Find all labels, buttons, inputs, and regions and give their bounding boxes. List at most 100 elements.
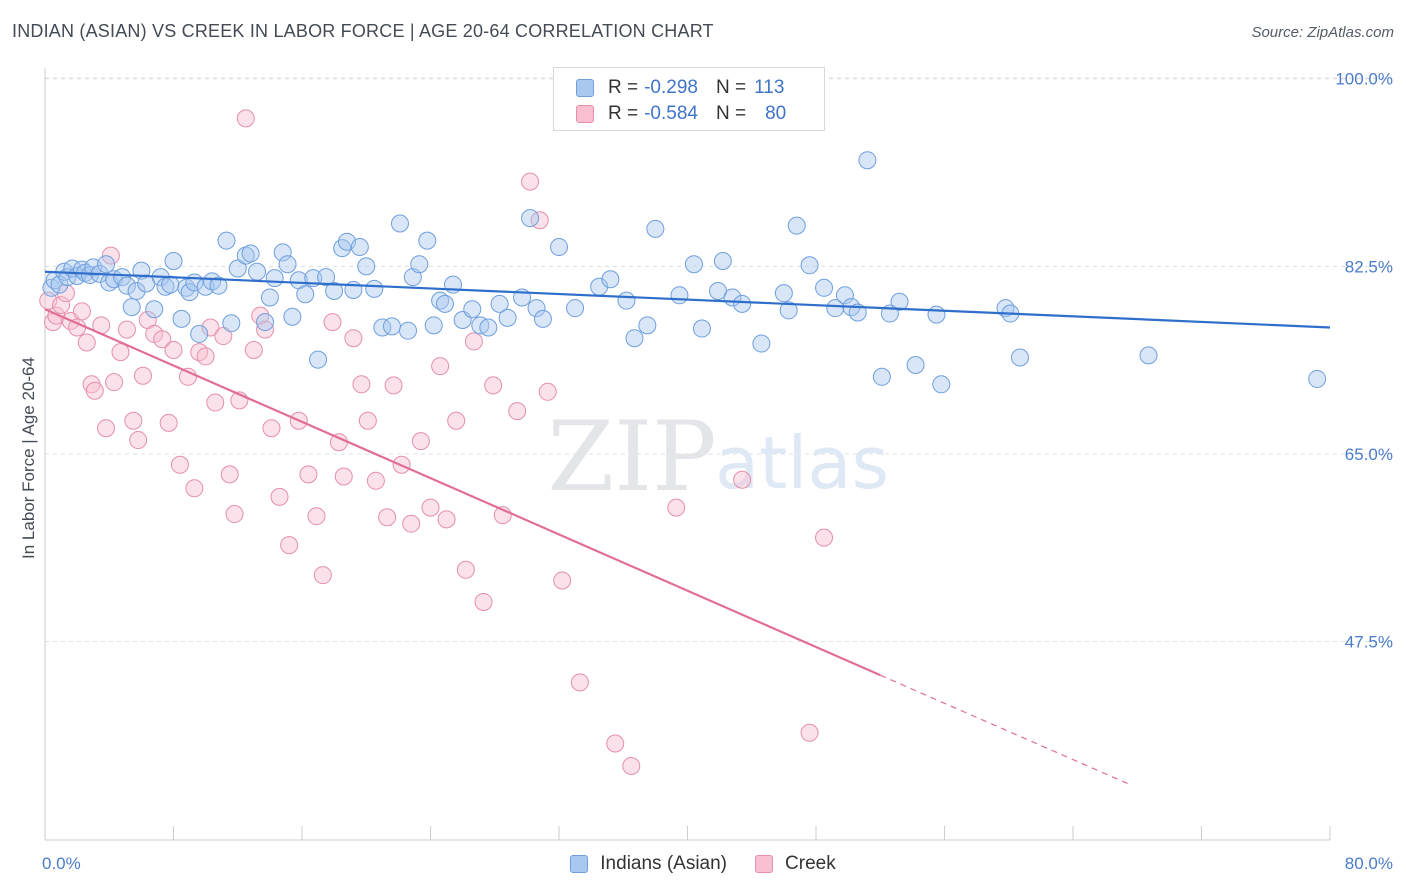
point-creek <box>538 382 557 401</box>
legend-item-indians: Indians (Asian) <box>570 853 727 875</box>
point-indians <box>283 307 302 326</box>
point-indians <box>382 317 401 336</box>
point-creek <box>164 340 183 359</box>
point-indians <box>373 318 392 337</box>
point-creek <box>280 536 299 555</box>
point-creek <box>206 393 225 412</box>
point-indians <box>357 257 376 276</box>
point-indians <box>190 324 209 343</box>
point-indians <box>97 255 116 274</box>
point-indians <box>273 243 292 262</box>
point-creek <box>77 333 96 352</box>
point-indians <box>779 301 798 320</box>
point-creek <box>52 295 71 314</box>
point-indians <box>236 246 255 265</box>
x-tick-label-min: 0.0% <box>42 854 81 873</box>
point-creek <box>159 413 178 432</box>
point-creek <box>366 471 385 490</box>
point-creek <box>117 320 136 339</box>
point-creek <box>236 109 255 128</box>
point-creek <box>431 357 450 376</box>
series-legend: Indians (Asian) Creek <box>0 851 1406 877</box>
point-indians <box>858 151 877 170</box>
point-creek <box>299 465 318 484</box>
point-creek <box>344 329 363 348</box>
legend-r-value: -0.584 <box>644 103 698 124</box>
point-creek <box>244 340 263 359</box>
point-indians <box>625 329 644 348</box>
point-indians <box>431 291 450 310</box>
point-indians <box>265 269 284 288</box>
point-indians <box>278 255 297 274</box>
point-indians <box>172 309 191 328</box>
point-creek <box>667 498 686 517</box>
point-creek <box>521 172 540 191</box>
point-indians <box>209 276 228 295</box>
point-creek <box>256 320 275 339</box>
point-indians <box>872 367 891 386</box>
source-note: Source: ZipAtlas.com <box>1251 24 1394 41</box>
data-points <box>39 109 1327 776</box>
point-creek <box>133 366 152 385</box>
point-indians <box>815 278 834 297</box>
legend-swatch-indians <box>576 79 594 97</box>
point-creek <box>101 246 120 265</box>
point-creek <box>72 302 91 321</box>
legend-swatch-creek <box>755 855 774 873</box>
point-indians <box>399 321 418 340</box>
point-indians <box>835 286 854 305</box>
y-tick-label: 47.5% <box>1345 633 1393 652</box>
point-creek <box>170 455 189 474</box>
axes <box>44 68 1331 841</box>
point-indians <box>550 238 568 257</box>
point-creek <box>352 375 371 394</box>
point-creek <box>378 508 397 527</box>
point-indians <box>260 288 279 307</box>
point-indians <box>122 298 141 317</box>
point-creek <box>105 373 124 392</box>
tick-labels: 100.0% 82.5% 65.0% 47.5% 0.0% 80.0% <box>42 70 1393 873</box>
point-creek <box>464 332 483 351</box>
point-indians <box>617 291 636 310</box>
point-indians <box>222 314 241 333</box>
trend-lines <box>44 270 1331 785</box>
legend-row-creek: R = -0.584 N = 80 <box>576 102 786 126</box>
watermark-zip: ZIP <box>547 401 716 513</box>
point-indians <box>521 209 540 228</box>
point-indians <box>670 286 689 305</box>
trend-line-creek <box>44 308 881 677</box>
point-indians <box>733 294 752 313</box>
point-indians <box>317 268 336 287</box>
point-creek <box>313 566 332 585</box>
point-indians <box>890 292 909 311</box>
point-creek <box>622 757 641 776</box>
point-indians <box>145 300 164 319</box>
point-indians <box>601 270 620 289</box>
y-axis-label: In Labor Force | Age 20-64 <box>19 357 38 559</box>
point-creek <box>334 467 353 486</box>
point-creek <box>214 327 233 346</box>
legend-n-value: 80 <box>765 103 787 124</box>
point-indians <box>527 299 546 318</box>
point-indians <box>325 282 344 301</box>
legend-n-label: N = <box>715 103 747 124</box>
point-creek <box>185 479 204 498</box>
point-indians <box>498 308 517 327</box>
point-creek <box>733 470 752 489</box>
point-indians <box>256 313 275 332</box>
point-creek <box>508 402 527 421</box>
point-indians <box>1010 348 1029 367</box>
point-creek <box>384 376 403 395</box>
point-creek <box>97 419 116 438</box>
point-creek <box>570 673 589 692</box>
point-creek <box>456 560 475 579</box>
point-indians <box>390 214 409 233</box>
point-indians <box>752 334 771 353</box>
point-creek <box>800 723 819 742</box>
point-indians <box>927 305 946 324</box>
point-indians <box>410 255 429 274</box>
legend-row-indians: R = -0.298 N = 113 <box>576 76 784 100</box>
point-creek <box>262 419 281 438</box>
point-creek <box>484 376 503 395</box>
